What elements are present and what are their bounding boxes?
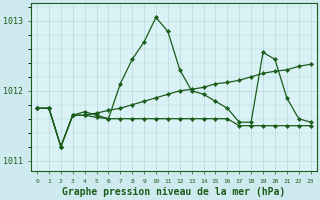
X-axis label: Graphe pression niveau de la mer (hPa): Graphe pression niveau de la mer (hPa): [62, 186, 285, 197]
